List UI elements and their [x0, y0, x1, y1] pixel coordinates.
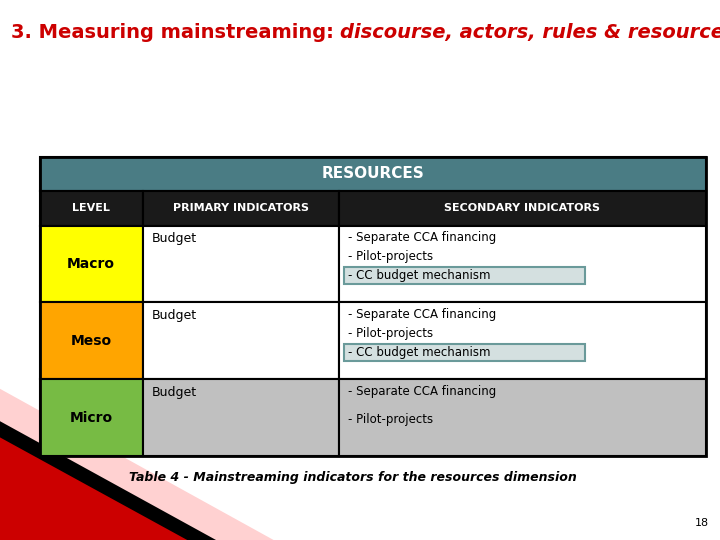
Text: Budget: Budget [151, 386, 197, 399]
Bar [40, 302, 143, 380]
Bar [143, 380, 339, 456]
Bar [343, 344, 585, 361]
Text: Budget: Budget [151, 232, 197, 245]
Bar [339, 380, 706, 456]
Bar [40, 157, 706, 456]
Text: - Separate CCA financing: - Separate CCA financing [348, 308, 496, 321]
Polygon shape [0, 389, 274, 540]
Text: - Separate CCA financing: - Separate CCA financing [348, 231, 496, 244]
Text: LEVEL: LEVEL [72, 203, 110, 213]
Text: - CC budget mechanism: - CC budget mechanism [348, 346, 490, 359]
Text: 18: 18 [695, 518, 709, 528]
Text: Budget: Budget [151, 309, 197, 322]
Text: - Pilot-projects: - Pilot-projects [348, 250, 433, 263]
Text: - Pilot-projects: - Pilot-projects [348, 413, 433, 426]
Bar [143, 302, 339, 380]
Polygon shape [0, 421, 216, 540]
Text: Table 4 - Mainstreaming indicators for the resources dimension: Table 4 - Mainstreaming indicators for t… [129, 471, 577, 484]
Text: discourse, actors, rules & resources: discourse, actors, rules & resources [341, 23, 720, 42]
Text: PRIMARY INDICATORS: PRIMARY INDICATORS [173, 203, 309, 213]
Text: - CC budget mechanism: - CC budget mechanism [348, 269, 490, 282]
Bar [343, 267, 585, 284]
Bar [143, 191, 339, 226]
Bar [143, 226, 339, 302]
Bar [40, 157, 706, 191]
Text: RESOURCES: RESOURCES [321, 166, 424, 181]
Text: Micro: Micro [70, 411, 113, 425]
Text: - Separate CCA financing: - Separate CCA financing [348, 385, 496, 398]
Bar [40, 226, 143, 302]
Text: 3. Measuring mainstreaming:: 3. Measuring mainstreaming: [11, 23, 341, 42]
Bar [40, 191, 143, 226]
Text: Meso: Meso [71, 334, 112, 348]
Text: SECONDARY INDICATORS: SECONDARY INDICATORS [444, 203, 600, 213]
Bar [40, 380, 143, 456]
Bar [339, 302, 706, 380]
Bar [339, 226, 706, 302]
Text: - Pilot-projects: - Pilot-projects [348, 327, 433, 340]
Text: Macro: Macro [67, 257, 115, 271]
Polygon shape [0, 437, 187, 540]
Bar [339, 191, 706, 226]
